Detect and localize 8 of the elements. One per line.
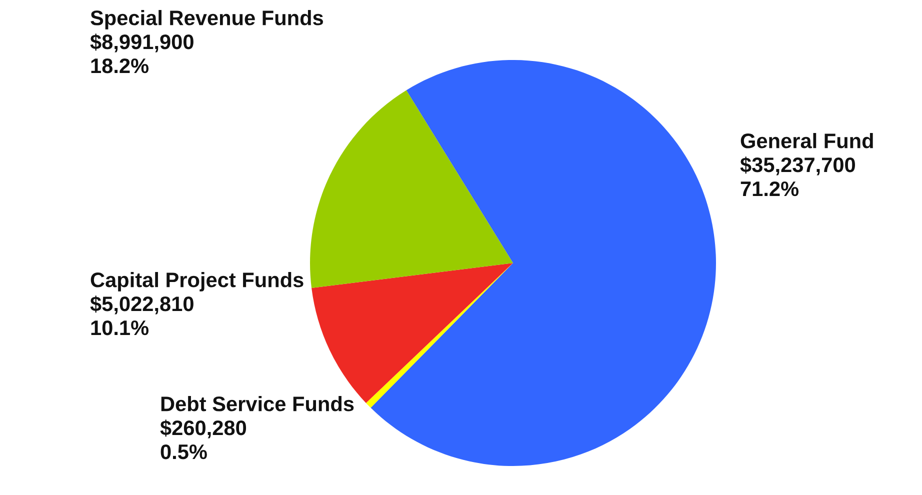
slice-label: Capital Project Funds (90, 272, 304, 292)
data-label: $8,991,900 18.2% (90, 34, 194, 74)
slice-label: General Fund (740, 133, 873, 148)
data-label: $5,022,810 10.1% (90, 296, 194, 336)
slice-label: Debt Service Funds (161, 396, 354, 412)
data-label: $260,280 0.5% (160, 420, 246, 460)
slice-label: Special Revenue Funds (90, 10, 324, 30)
data-label: $35,237,700 71.2% (740, 156, 855, 196)
